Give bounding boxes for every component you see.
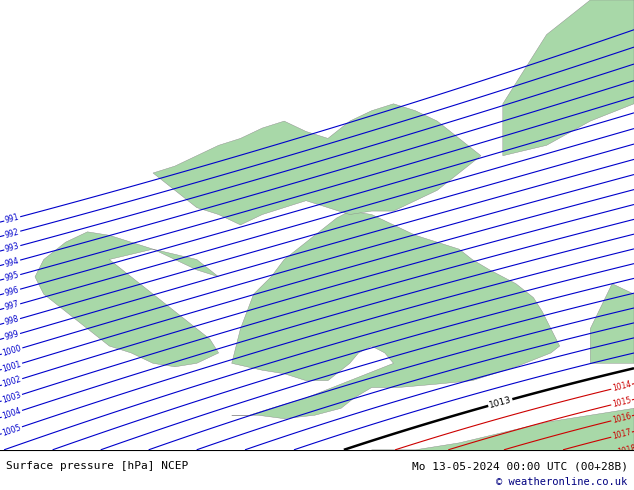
Polygon shape (503, 0, 634, 156)
Text: 994: 994 (4, 256, 20, 269)
Text: 1018: 1018 (617, 443, 634, 457)
Text: Mo 13-05-2024 00:00 UTC (00+28B): Mo 13-05-2024 00:00 UTC (00+28B) (411, 461, 628, 471)
Text: 1000: 1000 (1, 344, 23, 358)
Polygon shape (35, 232, 219, 367)
Text: 992: 992 (4, 227, 20, 240)
Text: 1016: 1016 (611, 412, 632, 425)
Text: 995: 995 (4, 270, 20, 283)
Text: © weatheronline.co.uk: © weatheronline.co.uk (496, 477, 628, 487)
Polygon shape (590, 284, 634, 363)
Polygon shape (232, 211, 560, 418)
Text: 999: 999 (4, 329, 20, 342)
Text: 1015: 1015 (611, 396, 632, 409)
Text: Surface pressure [hPa] NCEP: Surface pressure [hPa] NCEP (6, 461, 188, 471)
Text: 1004: 1004 (1, 407, 22, 421)
Text: 991: 991 (4, 213, 20, 225)
Text: 998: 998 (4, 315, 20, 327)
Text: 993: 993 (4, 242, 20, 254)
Text: 997: 997 (4, 300, 20, 313)
Text: 1014: 1014 (611, 380, 632, 393)
Text: 1001: 1001 (1, 359, 22, 373)
Text: 1005: 1005 (1, 423, 22, 438)
Text: 1003: 1003 (1, 391, 22, 405)
Polygon shape (153, 104, 481, 225)
Text: 1017: 1017 (611, 428, 632, 441)
Polygon shape (372, 408, 634, 490)
Text: 1002: 1002 (1, 375, 23, 389)
Text: 1013: 1013 (488, 395, 512, 410)
Text: 996: 996 (4, 285, 20, 298)
